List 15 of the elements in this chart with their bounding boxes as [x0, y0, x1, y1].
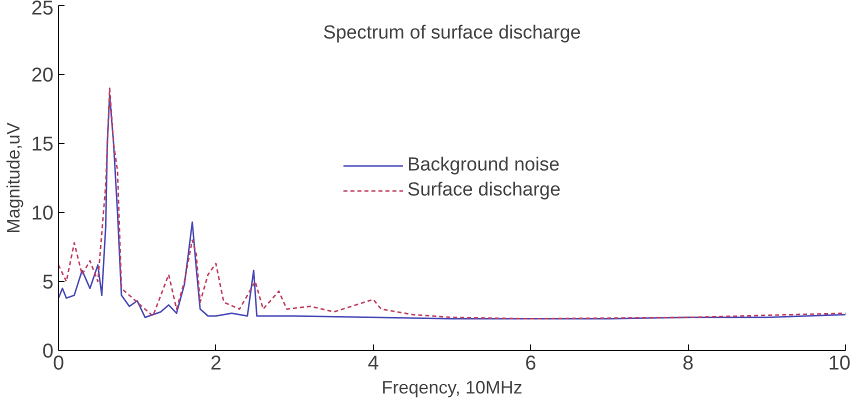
y-tick-label: 20: [31, 64, 54, 86]
y-tick-label: 5: [42, 272, 54, 294]
legend-label: Background noise: [407, 154, 560, 176]
x-tick-label: 4: [368, 352, 379, 374]
y-axis-title: Magnitude,uV: [3, 122, 24, 234]
x-tick-label: 8: [682, 352, 694, 374]
x-tick-label: 6: [525, 352, 536, 374]
text: Spectrum of surface discharge: [323, 22, 581, 44]
y-tick-label: 10: [31, 202, 54, 224]
legend-label: Surface discharge: [407, 179, 561, 201]
y-tick-label: 25: [31, 0, 54, 20]
y-tick-label: 15: [31, 134, 54, 156]
x-tick-label: 10: [828, 352, 851, 374]
x-axis-title: Freqency, 10MHz: [382, 378, 522, 398]
x-tick-label: 2: [210, 352, 222, 374]
